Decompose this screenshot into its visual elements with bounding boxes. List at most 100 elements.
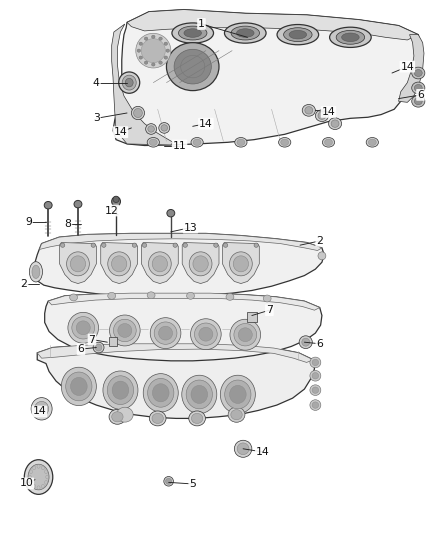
Ellipse shape [310,357,321,368]
Ellipse shape [137,49,141,52]
Ellipse shape [191,138,203,147]
Ellipse shape [109,409,126,424]
Ellipse shape [143,374,178,412]
Ellipse shape [228,407,245,422]
Ellipse shape [71,377,87,395]
Polygon shape [60,243,96,284]
Ellipse shape [35,401,49,416]
Ellipse shape [148,126,154,132]
Ellipse shape [31,398,52,420]
Ellipse shape [318,252,326,260]
Text: 8: 8 [64,219,71,229]
Ellipse shape [230,319,261,350]
Ellipse shape [91,243,95,247]
Ellipse shape [145,124,156,134]
Ellipse shape [68,312,99,343]
Ellipse shape [225,23,266,43]
Ellipse shape [193,139,201,146]
Ellipse shape [152,384,169,402]
Polygon shape [101,243,138,284]
Text: 4: 4 [93,78,100,87]
Text: 5: 5 [189,479,196,489]
Ellipse shape [154,322,177,344]
Text: 11: 11 [173,141,187,150]
Ellipse shape [108,252,131,276]
Ellipse shape [74,200,82,208]
Ellipse shape [254,243,258,247]
Bar [109,337,117,346]
Ellipse shape [102,243,106,247]
Ellipse shape [174,50,211,84]
Text: 12: 12 [105,206,119,215]
Ellipse shape [336,30,364,44]
Polygon shape [37,344,314,418]
Ellipse shape [172,23,214,43]
Polygon shape [223,243,259,284]
Ellipse shape [113,319,136,342]
Ellipse shape [44,201,52,209]
Ellipse shape [310,370,321,381]
Ellipse shape [164,42,168,45]
Polygon shape [112,24,173,145]
Ellipse shape [368,139,376,146]
Ellipse shape [149,139,157,146]
Ellipse shape [147,138,159,147]
Ellipse shape [328,118,342,130]
Ellipse shape [191,414,203,423]
Text: 14: 14 [256,447,270,457]
Ellipse shape [144,61,148,64]
Ellipse shape [159,37,162,40]
Text: 3: 3 [93,114,100,123]
Text: 6: 6 [417,90,424,100]
Polygon shape [182,243,219,284]
Ellipse shape [310,400,321,410]
Ellipse shape [225,380,251,409]
Ellipse shape [148,378,174,407]
Ellipse shape [186,380,212,409]
Ellipse shape [302,104,315,116]
Ellipse shape [24,459,53,495]
Ellipse shape [325,139,332,146]
Ellipse shape [315,110,328,122]
Ellipse shape [166,43,219,91]
Ellipse shape [142,243,147,247]
Ellipse shape [103,371,138,409]
Polygon shape [399,35,424,102]
Ellipse shape [233,256,249,272]
Ellipse shape [112,197,120,206]
Ellipse shape [318,112,326,119]
Ellipse shape [159,326,173,340]
Ellipse shape [148,252,171,276]
Ellipse shape [125,78,133,87]
Ellipse shape [183,243,187,247]
Ellipse shape [178,26,207,40]
Ellipse shape [147,292,155,298]
Text: 2: 2 [316,236,323,246]
Ellipse shape [122,75,136,90]
Text: 2: 2 [21,279,28,288]
Ellipse shape [131,106,145,120]
Ellipse shape [119,72,140,93]
Ellipse shape [184,29,201,37]
Ellipse shape [214,243,218,247]
Ellipse shape [322,138,335,147]
Text: 14: 14 [113,127,127,137]
Ellipse shape [189,411,205,426]
Ellipse shape [173,243,177,247]
Ellipse shape [289,30,307,39]
Ellipse shape [234,324,257,346]
Text: 14: 14 [32,407,46,416]
Ellipse shape [152,35,155,38]
Ellipse shape [66,372,92,401]
Ellipse shape [412,82,425,94]
Ellipse shape [234,440,252,457]
Ellipse shape [231,409,242,420]
Ellipse shape [191,319,221,350]
Ellipse shape [226,293,234,301]
Ellipse shape [113,196,119,203]
Ellipse shape [237,139,245,146]
Text: 9: 9 [25,217,32,227]
Polygon shape [113,10,420,146]
Ellipse shape [412,95,425,107]
Ellipse shape [60,243,65,247]
